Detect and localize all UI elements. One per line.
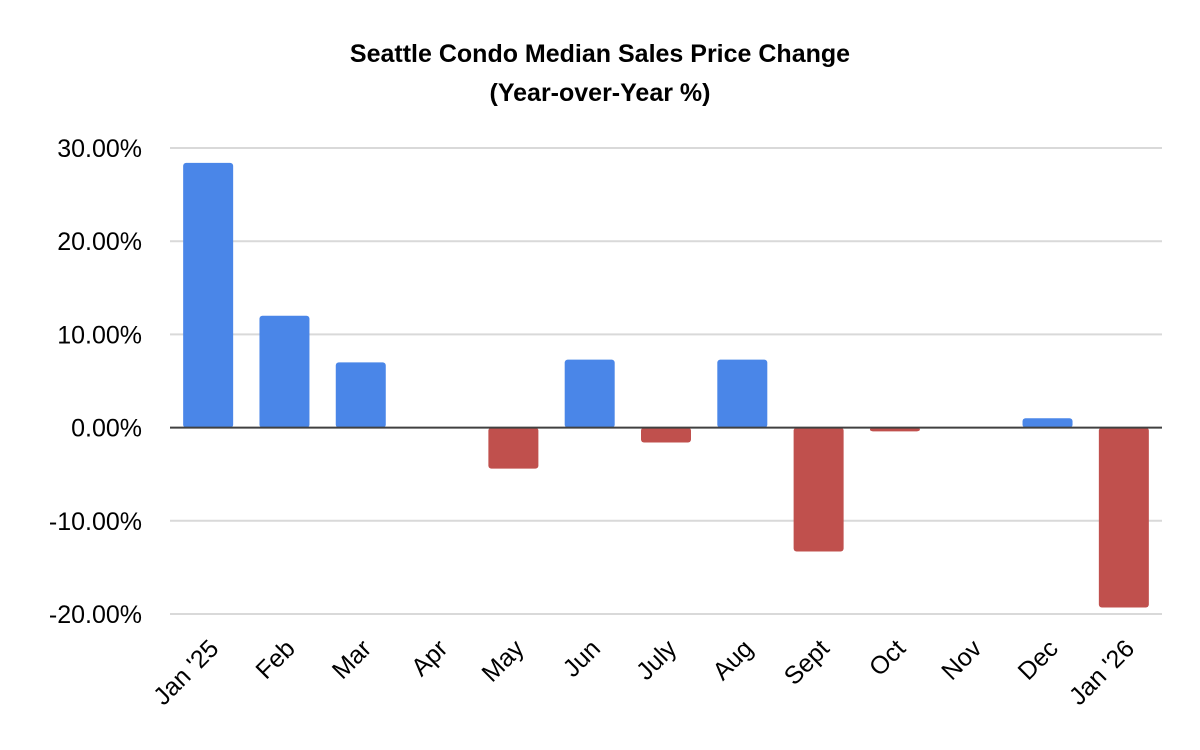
x-tick-label: Jan '25 <box>148 634 224 710</box>
x-tick-label: Aug <box>707 634 758 685</box>
y-tick-label: 0.00% <box>71 415 142 443</box>
bar <box>259 315 310 428</box>
y-tick-label: 30.00% <box>57 135 142 163</box>
x-tick-label: Mar <box>327 634 377 684</box>
chart-subtitle: (Year-over-Year %) <box>490 79 711 107</box>
bar <box>1022 418 1073 428</box>
y-tick-label: 20.00% <box>57 228 142 256</box>
y-tick-label: 10.00% <box>57 321 142 349</box>
x-tick-label: Sept <box>779 634 835 690</box>
bar <box>488 427 539 469</box>
bar <box>717 359 768 428</box>
bar <box>564 359 615 428</box>
x-tick-label: Oct <box>864 634 911 681</box>
chart-title: Seattle Condo Median Sales Price Change <box>350 40 850 68</box>
bar <box>641 427 691 443</box>
y-tick-label: -10.00% <box>49 508 142 536</box>
bar <box>183 162 234 428</box>
x-tick-label: Nov <box>936 634 988 686</box>
x-tick-label: Jan '26 <box>1064 634 1140 710</box>
x-tick-label: Feb <box>250 634 300 684</box>
bar <box>793 427 844 552</box>
bar <box>1098 427 1149 608</box>
x-tick-label: July <box>631 634 683 686</box>
x-tick-label: Jun <box>558 634 606 682</box>
x-tick-label: May <box>476 634 530 688</box>
bar <box>335 362 386 428</box>
y-tick-label: -20.00% <box>49 601 142 629</box>
x-tick-label: Apr <box>406 634 453 681</box>
x-tick-label: Dec <box>1013 634 1064 685</box>
